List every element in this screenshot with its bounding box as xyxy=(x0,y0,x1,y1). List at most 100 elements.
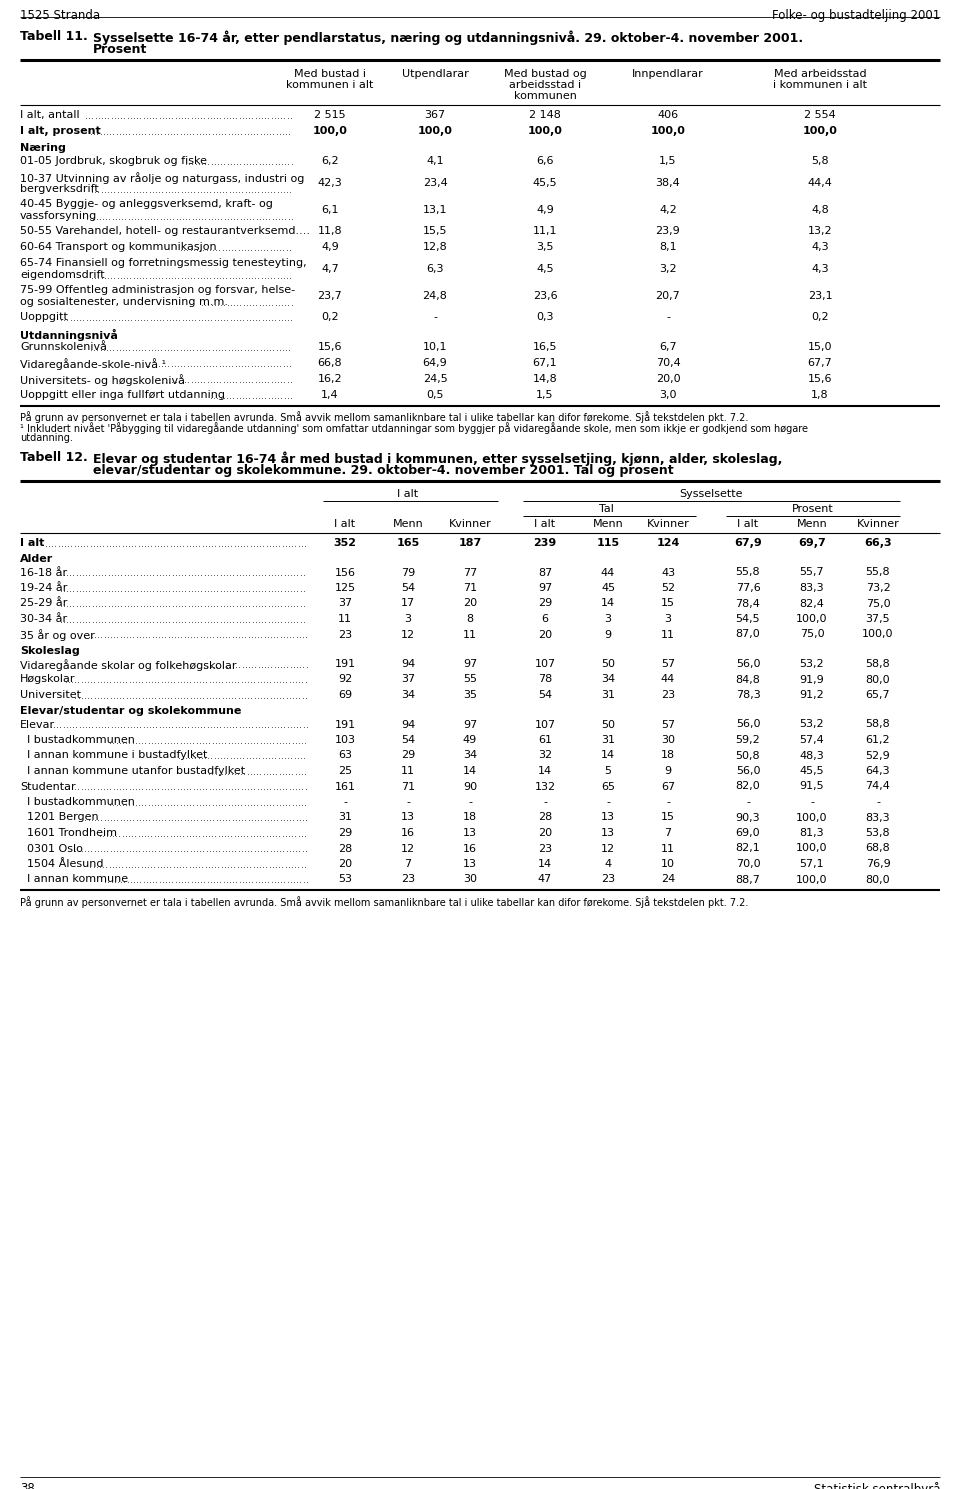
Text: Statistisk sentralbyrå: Statistisk sentralbyrå xyxy=(813,1482,940,1489)
Text: Utpendlarar: Utpendlarar xyxy=(401,68,468,79)
Text: eigendomsdrift: eigendomsdrift xyxy=(20,270,105,280)
Text: 15: 15 xyxy=(661,813,675,822)
Text: 65,7: 65,7 xyxy=(866,689,890,700)
Text: 55,8: 55,8 xyxy=(735,567,760,578)
Text: 38,4: 38,4 xyxy=(656,179,681,188)
Text: 28: 28 xyxy=(338,843,352,853)
Text: 1601 Trondheim: 1601 Trondheim xyxy=(20,828,117,838)
Text: 13: 13 xyxy=(463,828,477,838)
Text: 75,0: 75,0 xyxy=(800,630,825,639)
Text: 0301 Oslo: 0301 Oslo xyxy=(20,843,83,853)
Text: 50-55 Varehandel, hotell- og restaurantverksemd....: 50-55 Varehandel, hotell- og restaurantv… xyxy=(20,226,310,235)
Text: 18: 18 xyxy=(660,750,675,761)
Text: 75-99 Offentleg administrasjon og forsvar, helse-: 75-99 Offentleg administrasjon og forsva… xyxy=(20,284,295,295)
Text: 55,8: 55,8 xyxy=(866,567,890,578)
Text: På grunn av personvernet er tala i tabellen avrunda. Små avvik mellom samanliknb: På grunn av personvernet er tala i tabel… xyxy=(20,411,749,423)
Text: og sosialtenester, undervisning m.m.: og sosialtenester, undervisning m.m. xyxy=(20,296,228,307)
Text: kommunen: kommunen xyxy=(514,91,576,101)
Text: I annan kommune utanfor bustadfylket: I annan kommune utanfor bustadfylket xyxy=(20,765,245,776)
Text: 31: 31 xyxy=(601,689,615,700)
Text: 15,0: 15,0 xyxy=(807,342,832,351)
Text: 12: 12 xyxy=(401,843,415,853)
Text: 57,1: 57,1 xyxy=(800,859,825,870)
Text: 100,0: 100,0 xyxy=(862,630,894,639)
Text: 34: 34 xyxy=(401,689,415,700)
Text: 67: 67 xyxy=(660,782,675,792)
Text: 34: 34 xyxy=(601,675,615,685)
Text: 14: 14 xyxy=(601,750,615,761)
Text: 77: 77 xyxy=(463,567,477,578)
Text: 40-45 Byggje- og anleggsverksemd, kraft- og: 40-45 Byggje- og anleggsverksemd, kraft-… xyxy=(20,200,273,208)
Text: 16: 16 xyxy=(463,843,477,853)
Text: 406: 406 xyxy=(658,110,679,121)
Text: På grunn av personvernet er tala i tabellen avrunda. Små avvik mellom samanliknb: På grunn av personvernet er tala i tabel… xyxy=(20,896,749,908)
Text: 11: 11 xyxy=(401,765,415,776)
Text: 67,1: 67,1 xyxy=(533,357,558,368)
Text: 0,2: 0,2 xyxy=(811,313,828,322)
Text: 100,0: 100,0 xyxy=(796,613,828,624)
Text: 84,8: 84,8 xyxy=(735,675,760,685)
Text: I alt, prosent: I alt, prosent xyxy=(20,127,101,135)
Text: 94: 94 xyxy=(401,719,415,730)
Text: 83,3: 83,3 xyxy=(866,813,890,822)
Text: 6,1: 6,1 xyxy=(322,205,339,214)
Text: utdanning.: utdanning. xyxy=(20,433,73,444)
Text: -: - xyxy=(810,797,814,807)
Text: vassforsyning: vassforsyning xyxy=(20,211,97,220)
Text: Vidaregåande-skole-nivå ¹: Vidaregåande-skole-nivå ¹ xyxy=(20,357,166,369)
Text: 12: 12 xyxy=(601,843,615,853)
Text: Næring: Næring xyxy=(20,143,66,153)
Text: 31: 31 xyxy=(338,813,352,822)
Text: 11,8: 11,8 xyxy=(318,226,343,235)
Text: 23,4: 23,4 xyxy=(422,179,447,188)
Text: 23: 23 xyxy=(660,689,675,700)
Text: 17: 17 xyxy=(401,599,415,609)
Text: 54: 54 xyxy=(401,736,415,744)
Text: 30: 30 xyxy=(661,736,675,744)
Text: I annan kommune: I annan kommune xyxy=(20,874,128,884)
Text: Skoleslag: Skoleslag xyxy=(20,646,80,657)
Text: 66,8: 66,8 xyxy=(318,357,343,368)
Text: 23,7: 23,7 xyxy=(318,290,343,301)
Text: 37: 37 xyxy=(338,599,352,609)
Text: Studentar: Studentar xyxy=(20,782,76,792)
Text: 14: 14 xyxy=(463,765,477,776)
Text: 15,5: 15,5 xyxy=(422,226,447,235)
Text: 16-18 år: 16-18 år xyxy=(20,567,67,578)
Text: 69: 69 xyxy=(338,689,352,700)
Text: 90,3: 90,3 xyxy=(735,813,760,822)
Text: 75,0: 75,0 xyxy=(866,599,890,609)
Text: 100,0: 100,0 xyxy=(796,813,828,822)
Text: 16,2: 16,2 xyxy=(318,374,343,384)
Text: 100,0: 100,0 xyxy=(313,127,348,135)
Text: 97: 97 xyxy=(538,584,552,593)
Text: 71: 71 xyxy=(401,782,415,792)
Text: 4,9: 4,9 xyxy=(322,243,339,252)
Text: 54,5: 54,5 xyxy=(735,613,760,624)
Text: 49: 49 xyxy=(463,736,477,744)
Text: 37,5: 37,5 xyxy=(866,613,890,624)
Text: 64,9: 64,9 xyxy=(422,357,447,368)
Text: 191: 191 xyxy=(334,660,355,669)
Text: 115: 115 xyxy=(596,538,619,548)
Text: 4,3: 4,3 xyxy=(811,243,828,252)
Text: 3,0: 3,0 xyxy=(660,390,677,401)
Text: 14: 14 xyxy=(538,859,552,870)
Text: Grunnskolenivå: Grunnskolenivå xyxy=(20,342,107,351)
Text: 2 148: 2 148 xyxy=(529,110,561,121)
Text: 64,3: 64,3 xyxy=(866,765,890,776)
Text: 52: 52 xyxy=(660,584,675,593)
Text: 239: 239 xyxy=(534,538,557,548)
Text: 28: 28 xyxy=(538,813,552,822)
Text: 13: 13 xyxy=(401,813,415,822)
Text: 80,0: 80,0 xyxy=(866,874,890,884)
Text: 100,0: 100,0 xyxy=(796,843,828,853)
Text: 0,3: 0,3 xyxy=(537,313,554,322)
Text: 6,7: 6,7 xyxy=(660,342,677,351)
Text: 4,7: 4,7 xyxy=(322,264,339,274)
Text: 20: 20 xyxy=(338,859,352,870)
Text: 161: 161 xyxy=(334,782,355,792)
Text: 15,6: 15,6 xyxy=(318,342,343,351)
Text: 56,0: 56,0 xyxy=(735,719,760,730)
Text: 91,2: 91,2 xyxy=(800,689,825,700)
